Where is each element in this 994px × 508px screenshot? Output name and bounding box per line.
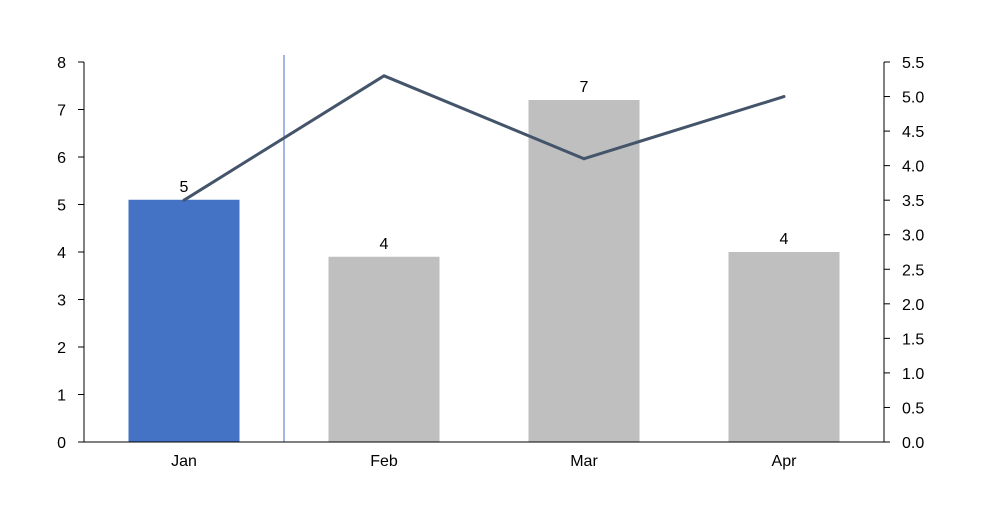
line-point-apr	[782, 95, 786, 99]
bar-apr	[728, 252, 840, 442]
data-label-mar: 7	[580, 79, 589, 96]
line-point-jan	[182, 198, 186, 202]
y-right-tick-label: 0.5	[902, 400, 924, 417]
y-right-tick-label: 5.5	[902, 55, 924, 72]
y-left-tick-label: 4	[57, 245, 66, 262]
y-left-tick-label: 0	[57, 435, 66, 452]
y-left-tick-label: 1	[57, 388, 66, 405]
y-left-tick-label: 6	[57, 150, 66, 167]
y-right-tick-label: 1.5	[902, 331, 924, 348]
y-right-tick-label: 5.0	[902, 90, 924, 107]
y-right-tick-label: 3.0	[902, 228, 924, 245]
bar-feb	[328, 256, 440, 442]
y-left-tick-label: 7	[57, 103, 66, 120]
y-left-tick-label: 5	[57, 198, 66, 215]
y-left-tick-label: 3	[57, 293, 66, 310]
line-series	[183, 74, 785, 202]
y-right-tick-label: 3.5	[902, 193, 924, 210]
y-right-tick-label: 4.5	[902, 124, 924, 141]
y-left-tick-label: 8	[57, 55, 66, 72]
y-left-tick-label: 2	[57, 340, 66, 357]
x-tick-label-jan: Jan	[171, 453, 197, 470]
y-right-tick-label: 2.0	[902, 297, 924, 314]
bar-mar	[528, 100, 640, 442]
line-point-mar	[582, 157, 586, 161]
y-right-tick-label: 2.5	[902, 262, 924, 279]
x-tick-label-mar: Mar	[570, 453, 598, 470]
line-point-feb	[382, 74, 386, 78]
bar-jan	[128, 199, 240, 442]
data-label-feb: 4	[380, 236, 389, 253]
x-tick-label-apr: Apr	[772, 453, 798, 470]
data-label-apr: 4	[780, 231, 789, 248]
y-right-tick-label: 4.0	[902, 159, 924, 176]
x-tick-label-feb: Feb	[370, 453, 398, 470]
y-right-tick-label: 1.0	[902, 366, 924, 383]
y-right-tick-label: 0.0	[902, 435, 924, 452]
data-label-jan: 5	[180, 179, 189, 196]
